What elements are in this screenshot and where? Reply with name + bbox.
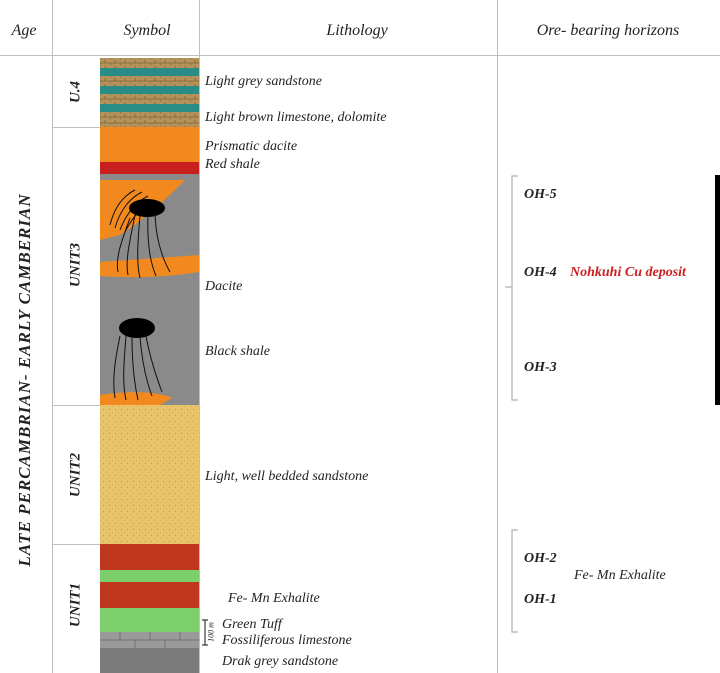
layer-dark-grey-sandstone [100,648,199,673]
lithology-black-shale: Black shale [205,344,270,359]
header-ore-bearing-horizons: Ore- bearing horizons [536,22,680,39]
scale-bar-label: 100 m [206,622,216,642]
horizon-oh1-oh2-note: Fe- Mn Exhalite [574,568,666,583]
lithology-fe-mn-exhalite: Fe- Mn Exhalite [228,591,320,606]
dacite-lens-lower [100,392,172,405]
header-symbol: Symbol [123,22,171,39]
layer-red-2 [100,582,199,608]
layer-prismatic-dacite [100,127,199,162]
horizon-oh3: OH-3 [524,360,557,375]
layer-teal-3 [100,104,199,112]
ore-body-lower [119,318,155,338]
layer-red-1 [100,544,199,570]
unit-divider-u4 [52,127,100,128]
layer-tan-2 [100,76,199,86]
header-rule [0,55,720,56]
horizon-oh4: OH-4 [524,265,557,280]
lithology-dark-grey-sandstone: Drak grey sandstone [222,654,339,669]
horizon-oh1: OH-1 [524,592,557,607]
column-divider-lithology [497,0,498,673]
lithology-light-brown-limestone: Light brown limestone, dolomite [205,110,387,125]
lithology-green-tuff: Green Tuff [222,617,282,632]
lithology-prismatic-dacite: Prismatic dacite [205,139,298,154]
unit-divider-unit3 [52,405,100,406]
column-divider-age [52,0,53,673]
horizon-oh2: OH-2 [524,551,557,566]
lithology-red-shale: Red shale [205,157,260,172]
layer-tan-4 [100,112,199,127]
dacite-lens-middle [100,255,199,278]
layer-teal-2 [100,86,199,94]
ore-horizon-bracket-upper [505,175,518,401]
ore-body-upper [129,199,165,217]
vein-structure-middle [116,213,171,279]
lithology-dacite: Dacite [205,279,243,294]
layer-red-shale [100,162,199,174]
header-age: Age [11,22,37,39]
scale-bar [202,619,208,646]
lithology-light-grey-sandstone: Light grey sandstone [205,74,322,89]
lithology-fossiliferous-limestone: Fossiliferous limestone [222,633,352,648]
layer-tan-1 [100,58,199,68]
lithology-light-well-bedded-sandstone: Light, well bedded sandstone [205,469,369,484]
unit-divider-unit2 [52,544,100,545]
limestone-brick-pattern [100,632,199,648]
layer-tan-3 [100,94,199,104]
layer-green-1 [100,570,199,582]
layer-light-sandstone [100,405,199,544]
vein-structure-lower [113,335,163,401]
horizon-oh4-deposit: Nohkuhi Cu deposit [570,265,686,280]
layer-green-2 [100,608,199,632]
horizon-oh5: OH-5 [524,187,557,202]
column-divider-symbol [199,0,200,673]
header-lithology: Lithology [326,22,388,39]
ore-horizon-bracket-lower [511,529,518,633]
layer-teal-1 [100,68,199,76]
edge-black-bar [715,175,720,405]
